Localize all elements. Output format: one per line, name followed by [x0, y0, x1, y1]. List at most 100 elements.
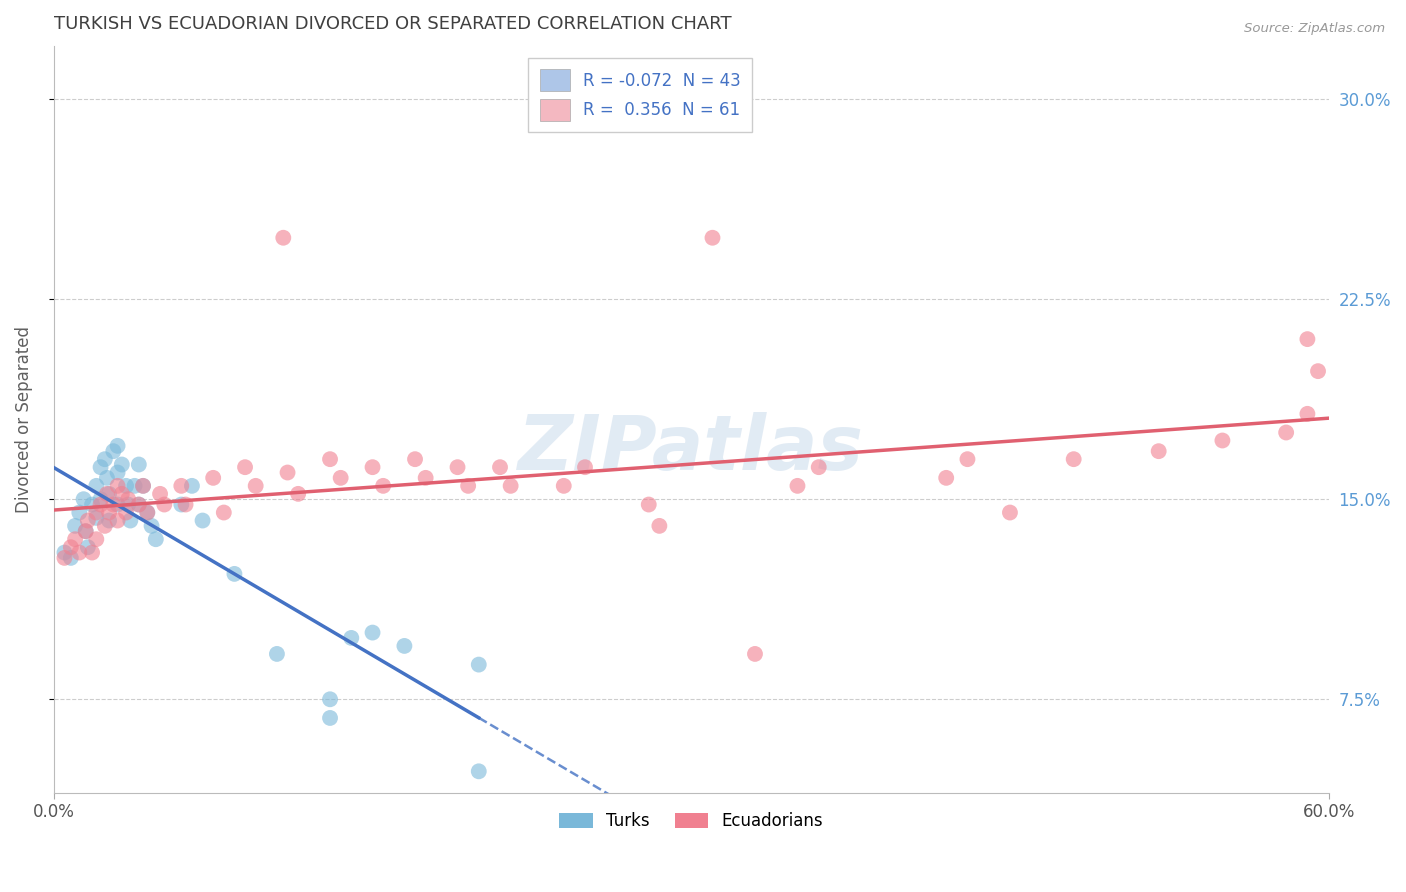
Point [96, 487, 118, 501]
Point [956, 452, 979, 467]
Point [468, 764, 491, 779]
Point [1147, 444, 1170, 458]
Point [212, 506, 235, 520]
Point [115, 479, 138, 493]
Text: Source: ZipAtlas.com: Source: ZipAtlas.com [1244, 22, 1385, 36]
Point [136, 506, 159, 520]
Point [170, 479, 193, 493]
Point [637, 498, 659, 512]
Text: TURKISH VS ECUADORIAN DIVORCED OR SEPARATED CORRELATION CHART: TURKISH VS ECUADORIAN DIVORCED OR SEPARA… [53, 15, 731, 33]
Point [80, 498, 103, 512]
Point [394, 639, 416, 653]
Point [744, 647, 766, 661]
Point [53, 550, 76, 565]
Point [67, 545, 90, 559]
Point [86, 532, 108, 546]
Point [468, 657, 491, 672]
Point [132, 479, 155, 493]
Point [75, 524, 97, 539]
Point [489, 460, 512, 475]
Legend: Turks, Ecuadorians: Turks, Ecuadorians [553, 805, 830, 837]
Point [76, 540, 98, 554]
Point [111, 487, 134, 501]
Point [153, 498, 176, 512]
Point [1211, 434, 1233, 448]
Point [373, 479, 395, 493]
Point [75, 524, 97, 539]
Point [128, 458, 150, 472]
Point [103, 498, 125, 512]
Point [86, 506, 108, 520]
Point [1296, 332, 1319, 346]
Point [245, 479, 267, 493]
Point [136, 506, 159, 520]
Point [86, 479, 108, 493]
Point [340, 631, 363, 645]
Point [266, 647, 288, 661]
Point [1275, 425, 1298, 440]
Point [59, 540, 82, 554]
Point [457, 479, 479, 493]
Point [170, 498, 193, 512]
Point [96, 471, 118, 485]
Point [80, 545, 103, 559]
Point [361, 460, 384, 475]
Point [76, 514, 98, 528]
Text: ZIPatlas: ZIPatlas [519, 412, 865, 486]
Y-axis label: Divorced or Separated: Divorced or Separated [15, 326, 32, 513]
Point [202, 471, 225, 485]
Point [63, 519, 86, 533]
Point [404, 452, 426, 467]
Point [132, 479, 155, 493]
Point [998, 506, 1021, 520]
Point [111, 458, 134, 472]
Point [107, 466, 129, 480]
Point [277, 466, 299, 480]
Point [98, 487, 121, 501]
Point [145, 532, 167, 546]
Point [287, 487, 309, 501]
Point [807, 460, 830, 475]
Point [361, 625, 384, 640]
Point [103, 444, 125, 458]
Point [1063, 452, 1085, 467]
Point [115, 506, 138, 520]
Point [120, 514, 142, 528]
Point [786, 479, 808, 493]
Point [181, 479, 204, 493]
Point [98, 506, 121, 520]
Point [935, 471, 957, 485]
Point [1296, 407, 1319, 421]
Point [415, 471, 437, 485]
Point [90, 460, 112, 475]
Point [329, 471, 352, 485]
Point [319, 452, 342, 467]
Point [648, 519, 671, 533]
Point [499, 479, 522, 493]
Point [117, 492, 139, 507]
Point [124, 479, 146, 493]
Point [90, 492, 112, 507]
Point [98, 514, 121, 528]
Point [94, 519, 117, 533]
Point [271, 231, 294, 245]
Point [1306, 364, 1329, 378]
Point [107, 514, 129, 528]
Point [117, 498, 139, 512]
Point [107, 439, 129, 453]
Point [94, 452, 117, 467]
Point [107, 479, 129, 493]
Point [149, 487, 172, 501]
Point [67, 506, 90, 520]
Point [86, 511, 108, 525]
Point [63, 532, 86, 546]
Point [53, 545, 76, 559]
Point [191, 514, 214, 528]
Point [72, 492, 94, 507]
Point [446, 460, 468, 475]
Point [233, 460, 256, 475]
Point [319, 692, 342, 706]
Point [128, 498, 150, 512]
Point [128, 498, 150, 512]
Point [174, 498, 197, 512]
